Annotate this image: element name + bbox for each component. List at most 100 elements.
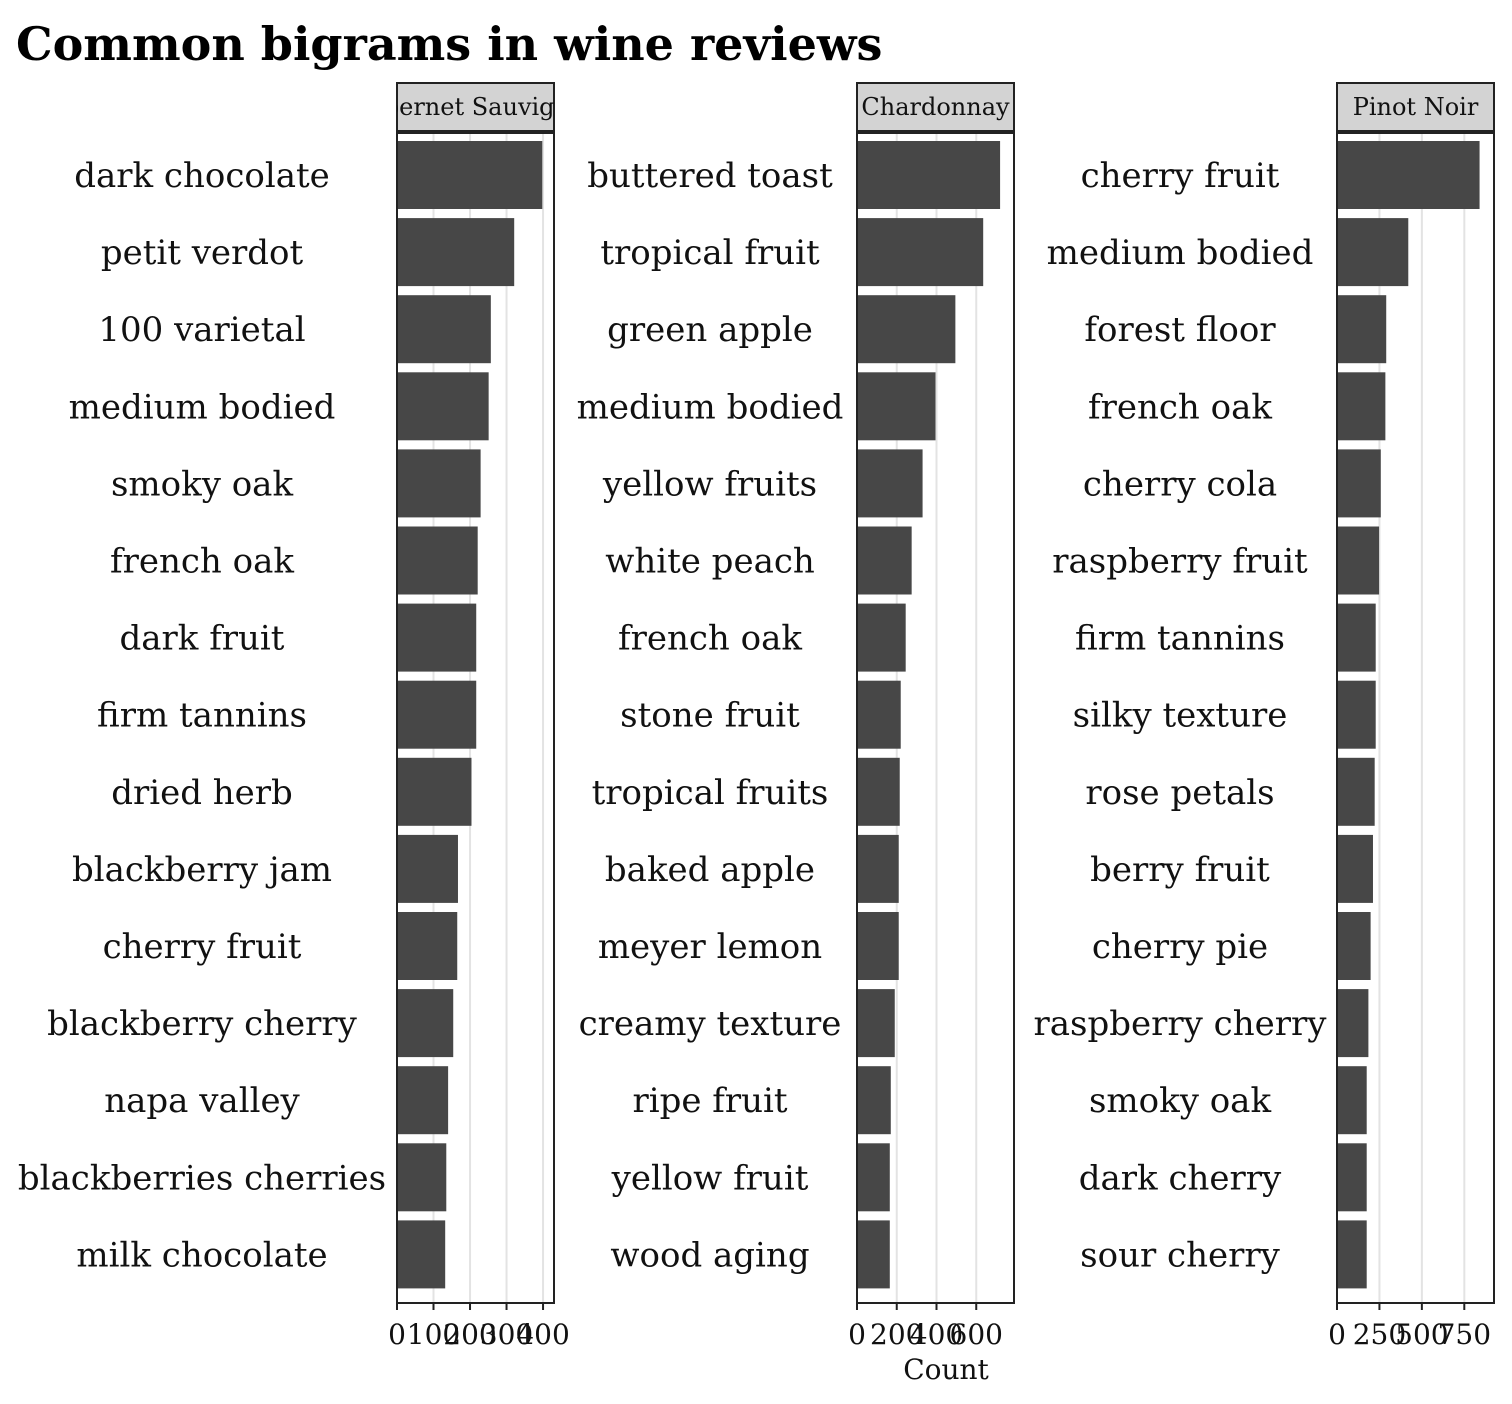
bar [397, 834, 458, 903]
bar [857, 372, 936, 441]
category-label: napa valley [104, 1081, 300, 1121]
facet-strip-label: Chardonnay [861, 93, 1010, 121]
facet-strip-label: Pinot Noir [1353, 93, 1479, 121]
bar [397, 1066, 449, 1135]
bar [1337, 141, 1480, 209]
x-axis-title: Count [903, 1353, 989, 1386]
bar [1337, 989, 1369, 1058]
tick-label: 200 [443, 1318, 496, 1351]
tick-label: 500 [1395, 1318, 1448, 1351]
bar [397, 372, 489, 441]
bar [1337, 1066, 1367, 1135]
tick-label: 100 [407, 1318, 460, 1351]
tick-label: 250 [1353, 1318, 1406, 1351]
category-label: dried herb [111, 773, 293, 813]
category-label: smoky oak [111, 464, 294, 504]
bar [397, 1220, 446, 1289]
category-label: cherry fruit [103, 927, 302, 967]
tick-label: 300 [480, 1318, 533, 1351]
bar [1337, 912, 1371, 980]
facet-strip [856, 82, 1015, 132]
bar [397, 141, 543, 209]
bar [857, 1143, 890, 1212]
bar [397, 603, 477, 672]
facet-panels: Cabernet Sauvignon dark chocolate petit ve… [18, 82, 1495, 1351]
tick-label: 0 [848, 1318, 866, 1351]
bar [1337, 757, 1375, 826]
tick-label: 400 [910, 1318, 963, 1351]
facet-strip [1336, 82, 1495, 132]
category-label: baked apple [605, 850, 815, 890]
category-label: dark fruit [120, 619, 285, 659]
bar [1337, 218, 1409, 287]
category-label: cherry pie [1092, 927, 1268, 967]
tick-label: 0 [1328, 1318, 1346, 1351]
panel-0: Cabernet Sauvignon dark chocolate petit ve… [18, 82, 600, 1351]
category-label: ripe fruit [632, 1081, 787, 1121]
bar [1337, 449, 1381, 518]
bar [857, 912, 899, 980]
category-label: sour cherry [1080, 1235, 1280, 1275]
bar [397, 526, 478, 595]
category-label: tropical fruit [600, 233, 820, 273]
category-label: stone fruit [620, 696, 800, 736]
bar [1337, 680, 1376, 749]
bar [857, 1220, 890, 1289]
bar [397, 1143, 447, 1212]
category-label: petit verdot [101, 233, 304, 273]
category-label: tropical fruits [592, 773, 829, 813]
bar [857, 989, 895, 1058]
category-label: milk chocolate [76, 1235, 327, 1275]
category-label: silky texture [1073, 696, 1288, 736]
bar [857, 834, 899, 903]
bar [857, 1066, 891, 1135]
bar [1337, 372, 1386, 441]
tick-label: 0 [388, 1318, 406, 1351]
bar [397, 680, 477, 749]
tick-label: 750 [1438, 1318, 1491, 1351]
category-label: yellow fruit [611, 1158, 809, 1198]
category-label: berry fruit [1090, 850, 1270, 890]
facet-strip [396, 82, 555, 132]
bar [1337, 834, 1373, 903]
bar [397, 218, 515, 287]
category-label: raspberry fruit [1052, 542, 1308, 582]
category-label: medium bodied [1047, 233, 1314, 273]
category-label: blackberries cherries [18, 1158, 386, 1198]
bar [857, 603, 906, 672]
category-label: 100 varietal [98, 310, 305, 350]
category-label: cherry fruit [1081, 156, 1280, 196]
category-label: french oak [618, 619, 802, 659]
bar [1337, 295, 1387, 364]
bar [857, 449, 923, 518]
category-label: yellow fruits [602, 464, 817, 504]
category-label: rose petals [1085, 773, 1274, 813]
category-label: medium bodied [69, 387, 336, 427]
bar [1337, 526, 1380, 595]
bar [857, 141, 1001, 209]
category-label: blackberry cherry [47, 1004, 358, 1044]
panel-border [1336, 132, 1495, 1304]
category-label: french oak [110, 542, 294, 582]
category-label: firm tannins [97, 696, 307, 736]
tick-label: 200 [870, 1318, 923, 1351]
category-label: white peach [605, 542, 815, 582]
chart-title: Common bigrams in wine reviews [16, 17, 882, 71]
category-label: firm tannins [1075, 619, 1285, 659]
tick-label: 600 [950, 1318, 1003, 1351]
bar [397, 989, 454, 1058]
category-label: cherry cola [1083, 464, 1277, 504]
category-label: buttered toast [587, 156, 833, 196]
bar [1337, 603, 1376, 672]
category-label: smoky oak [1089, 1081, 1272, 1121]
bar [857, 526, 912, 595]
facet-strip-label: Cabernet Sauvignon [351, 93, 600, 121]
category-label: meyer lemon [598, 927, 822, 967]
bar [857, 680, 901, 749]
category-label: forest floor [1084, 310, 1276, 350]
category-label: raspberry cherry [1034, 1004, 1328, 1044]
tick-label: 400 [516, 1318, 569, 1351]
category-label: french oak [1088, 387, 1272, 427]
bar [857, 218, 984, 287]
